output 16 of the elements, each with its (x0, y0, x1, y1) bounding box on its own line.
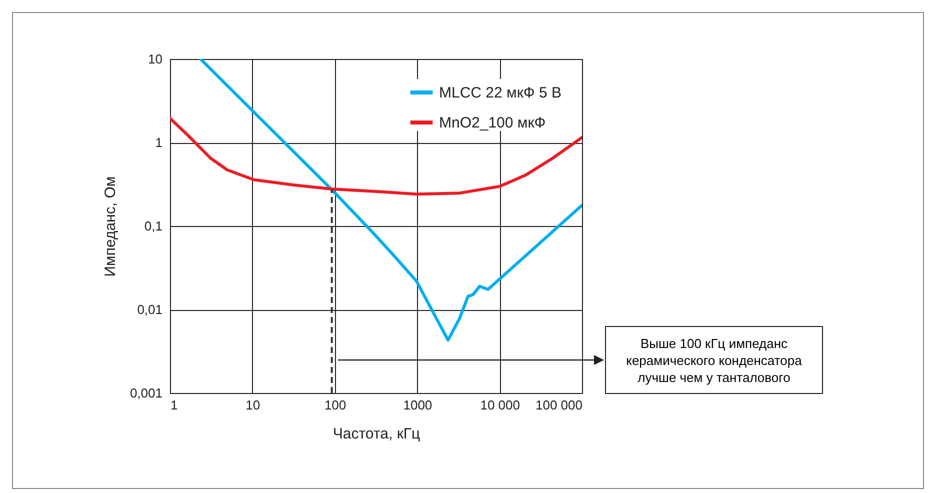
x-tick-label: 100 (324, 398, 346, 412)
text: Выше 100 кГц импеданс керамического конденсатора лучше чем у танталового (605, 326, 823, 394)
y-tick-label: 0,01 (137, 302, 162, 317)
x-tick-label: 100 000 (536, 398, 582, 412)
x-axis-title: Частота, кГц (332, 426, 421, 442)
y-tick-label: 1 (155, 135, 162, 150)
legend-label: MLCC 22 мкФ 5 В (439, 84, 562, 102)
y-tick-label: 10 (148, 52, 162, 66)
x-tick-label: 10 (246, 398, 260, 412)
x-tick-label: 10 000 (480, 398, 520, 412)
y-tick-label: 0,001 (130, 386, 162, 400)
x-tick-label: 1000 (403, 398, 432, 412)
x-tick-label: 1 (170, 398, 178, 412)
y-axis-title: Импеданс, Ом (102, 176, 119, 277)
y-tick-label: 0,1 (144, 218, 162, 234)
legend-label: MnO2_100 мкФ (439, 114, 546, 132)
